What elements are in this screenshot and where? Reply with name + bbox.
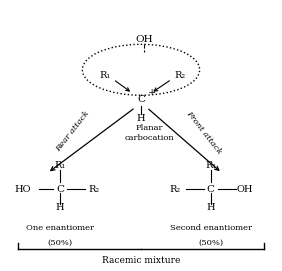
Text: (50%): (50%): [198, 239, 223, 247]
Text: (50%): (50%): [47, 239, 72, 247]
Text: Front attack: Front attack: [184, 109, 223, 156]
Text: One enantiomer: One enantiomer: [26, 224, 94, 232]
Text: OH: OH: [236, 185, 253, 194]
Text: C: C: [137, 95, 145, 104]
Text: R₁: R₁: [54, 160, 66, 169]
Text: R₂: R₂: [175, 71, 186, 80]
Text: HO: HO: [14, 185, 30, 194]
Text: C: C: [56, 185, 64, 194]
Text: R₁: R₁: [205, 160, 216, 169]
Text: Second enantiomer: Second enantiomer: [170, 224, 252, 232]
Text: +: +: [147, 88, 156, 97]
Text: H: H: [137, 114, 145, 122]
Text: R₂: R₂: [88, 185, 99, 194]
Text: H: H: [56, 204, 64, 212]
Text: Planar
carbocation: Planar carbocation: [124, 124, 174, 142]
Text: H: H: [206, 204, 215, 212]
Text: Rear attack: Rear attack: [54, 109, 91, 153]
Text: C: C: [207, 185, 215, 194]
Text: R₂: R₂: [169, 185, 180, 194]
Text: Racemic mixture: Racemic mixture: [102, 256, 180, 265]
Text: R₁: R₁: [99, 71, 110, 80]
Text: OH: OH: [135, 35, 153, 44]
